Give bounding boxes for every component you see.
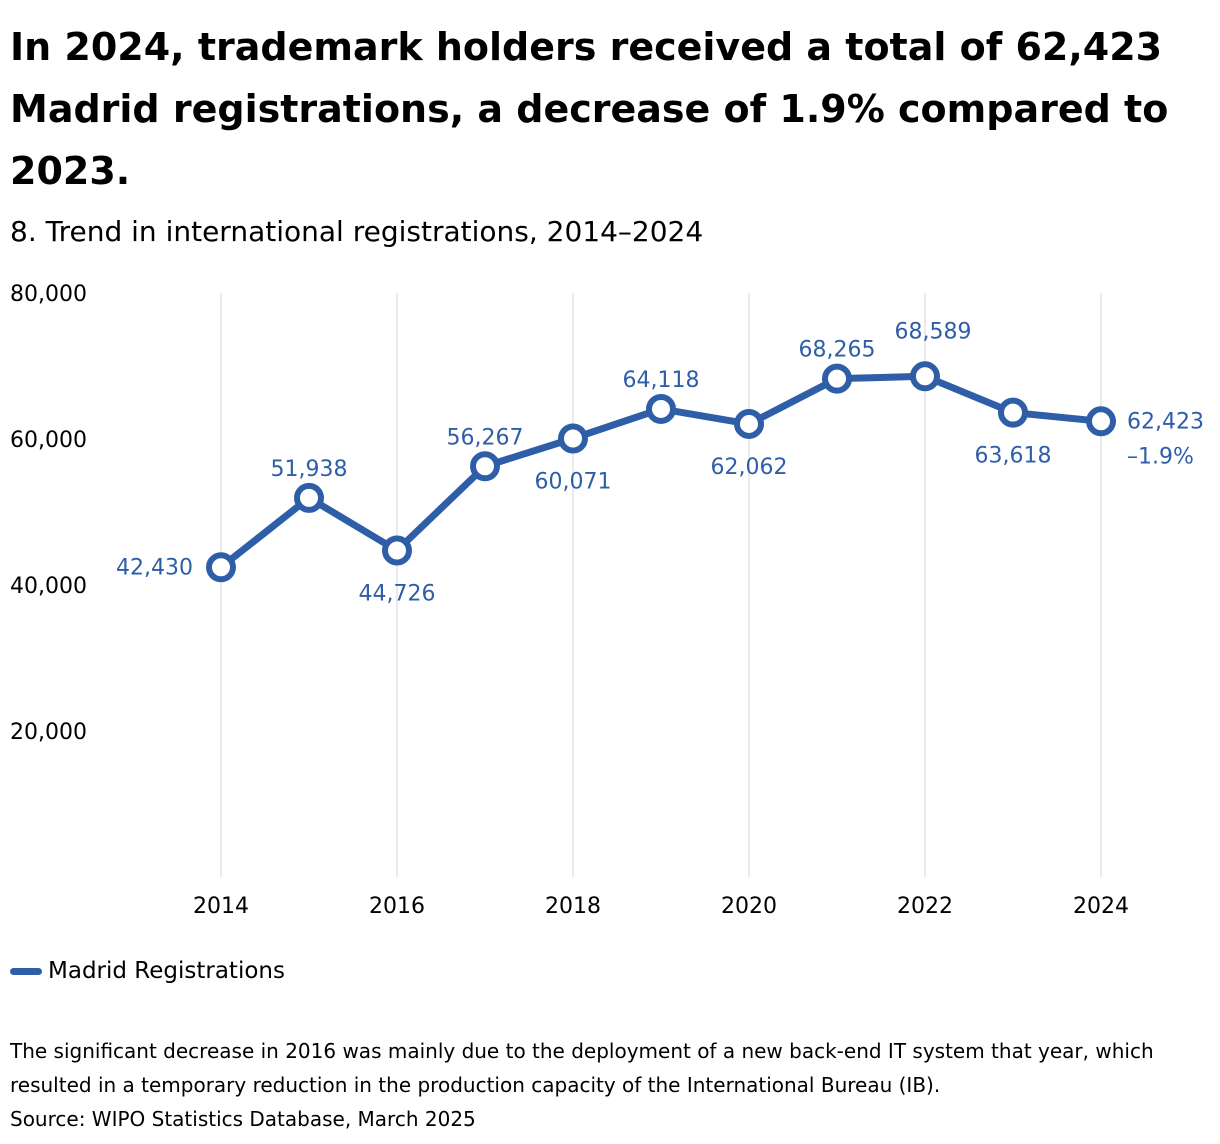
y-tick-label: 20,000 — [10, 720, 87, 745]
data-label-2015: 51,938 — [271, 457, 348, 482]
data-label-2023: 63,618 — [975, 444, 1052, 469]
data-label-2024: 62,423 — [1127, 409, 1204, 434]
legend-label: Madrid Registrations — [48, 958, 285, 984]
data-point-2015 — [294, 482, 324, 513]
data-label-2016: 44,726 — [359, 582, 436, 607]
data-point-2017 — [470, 451, 500, 482]
data-point-2021 — [822, 363, 852, 394]
data-label-2021: 68,265 — [799, 338, 876, 363]
data-labels: 42,430 51,938 44,726 56,267 60,071 64,118 62,0… — [116, 319, 1204, 606]
data-point-2022 — [910, 361, 940, 392]
data-label-2019: 64,118 — [623, 368, 700, 393]
data-point-2024 — [1086, 406, 1116, 437]
x-tick-label: 2014 — [193, 894, 249, 919]
legend: Madrid Registrations — [10, 954, 285, 988]
x-tick-label: 2024 — [1073, 894, 1129, 919]
data-point-2020 — [734, 408, 764, 439]
change-annotation: –1.9% — [1127, 444, 1194, 469]
data-point-2014 — [206, 552, 236, 583]
data-label-2022: 68,589 — [895, 319, 972, 344]
y-tick-label: 80,000 — [10, 282, 87, 307]
chart-title: 8. Trend in international registrations,… — [10, 215, 704, 248]
chart-source: Source: WIPO Statistics Database, March … — [10, 1107, 476, 1131]
data-point-2023 — [998, 397, 1028, 428]
data-label-2014: 42,430 — [116, 555, 193, 580]
data-point-2019 — [646, 393, 676, 424]
footnotes: The significant decrease in 2016 was mai… — [10, 1034, 1215, 1136]
line-chart: 20,000 40,000 60,000 80,000 2014 2016 2018 202… — [10, 282, 1204, 919]
chart-note: The significant decrease in 2016 was mai… — [10, 1039, 1154, 1097]
x-tick-label: 2018 — [545, 894, 601, 919]
data-point-2016 — [382, 535, 412, 566]
x-tick-label: 2020 — [721, 894, 777, 919]
data-label-2017: 56,267 — [447, 425, 524, 450]
y-tick-label: 60,000 — [10, 428, 87, 453]
series-madrid-registrations — [206, 361, 1116, 583]
y-axis: 20,000 40,000 60,000 80,000 — [10, 282, 87, 745]
data-point-2018 — [558, 423, 588, 454]
x-tick-label: 2022 — [897, 894, 953, 919]
y-tick-label: 40,000 — [10, 574, 87, 599]
data-label-2018: 60,071 — [535, 469, 612, 494]
x-tick-label: 2016 — [369, 894, 425, 919]
headline: In 2024, trademark holders received a to… — [10, 25, 1169, 193]
data-label-2020: 62,062 — [711, 455, 788, 480]
legend-swatch — [10, 967, 42, 975]
x-axis: 2014 2016 2018 2020 2022 2024 — [193, 894, 1129, 919]
